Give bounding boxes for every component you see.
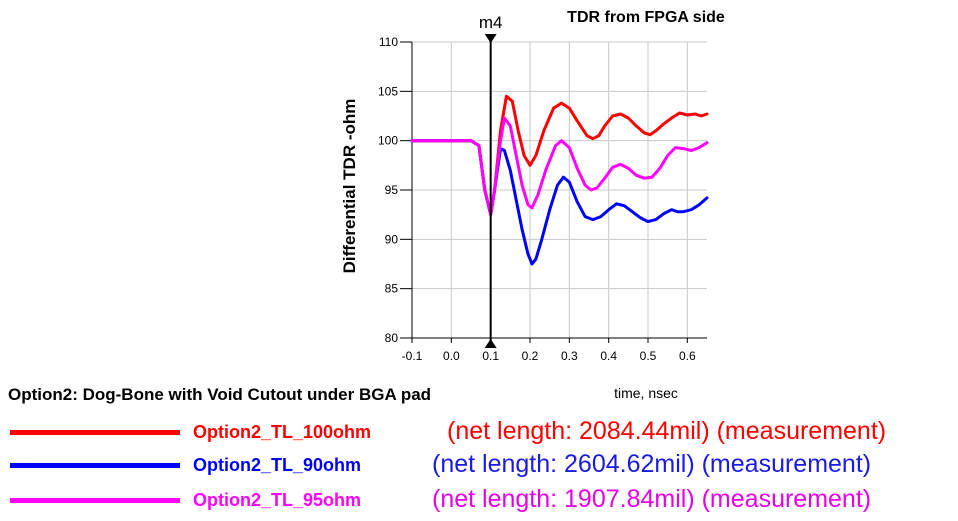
series-line-option2-tl-90ohm <box>410 139 709 266</box>
y-tick-label: 95 <box>385 183 399 197</box>
x-axis-label: time, nsec <box>614 385 678 401</box>
y-tick-label: 110 <box>379 35 398 49</box>
legend-line-95ohm <box>10 498 180 503</box>
legend-entry-100ohm: Option2_TL_100ohm (net length: 2084.44mi… <box>0 417 958 448</box>
legend-name-100ohm: Option2_TL_100ohm <box>193 422 372 442</box>
legend-note-100ohm: (net length: 2084.44mil) (measurement) <box>447 417 887 445</box>
y-axis-label: Differential TDR -ohm <box>340 99 359 274</box>
marker-m4-top-arrow <box>484 34 497 43</box>
legend-line-90ohm <box>10 463 180 468</box>
y-tick-label: 90 <box>385 232 399 246</box>
x-tick-label: 0.6 <box>679 349 696 363</box>
legend-name-90ohm: Option2_TL_90ohm <box>193 455 362 475</box>
legend-note-90ohm: (net length: 2604.62mil) (measurement) <box>432 450 872 478</box>
series-line-option2-tl-95ohm <box>410 116 709 217</box>
marker-m4-bottom-arrow <box>484 339 497 348</box>
y-tick-label: 105 <box>378 84 398 98</box>
legend-entry-90ohm: Option2_TL_90ohm (net length: 2604.62mil… <box>0 450 958 481</box>
y-tick-label: 85 <box>385 282 399 296</box>
legend-note-95ohm: (net length: 1907.84mil) (measurement) <box>432 485 872 513</box>
x-tick-label: -0.1 <box>402 349 423 363</box>
marker-m4-label: m4 <box>479 13 503 32</box>
legend-entry-95ohm: Option2_TL_95ohm (net length: 1907.84mil… <box>0 485 958 516</box>
y-tick-label: 100 <box>378 134 398 148</box>
x-tick-label: 0.2 <box>522 349 539 363</box>
legend-name-95ohm: Option2_TL_95ohm <box>193 490 362 510</box>
design-option-caption: Option2: Dog-Bone with Void Cutout under… <box>8 385 432 404</box>
x-tick-label: 0.0 <box>443 349 460 363</box>
y-tick-label: 80 <box>385 331 399 345</box>
x-tick-label: 0.5 <box>640 349 657 363</box>
chart-title: TDR from FPGA side <box>567 9 725 26</box>
series-line-option2-tl-100ohm <box>410 94 709 217</box>
x-tick-label: 0.4 <box>600 349 617 363</box>
x-tick-label: 0.3 <box>561 349 578 363</box>
x-tick-label: 0.1 <box>482 349 499 363</box>
legend-line-100ohm <box>10 430 180 435</box>
